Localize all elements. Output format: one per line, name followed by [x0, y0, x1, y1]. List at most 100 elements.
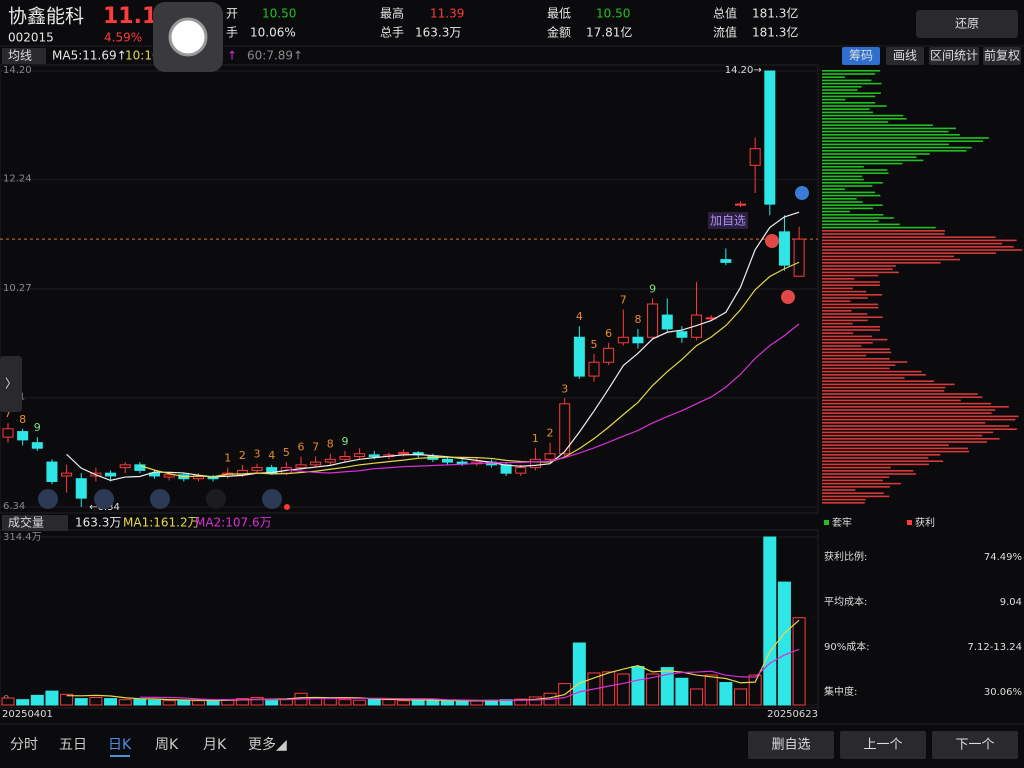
pan-right[interactable] — [206, 489, 226, 509]
bottom-button[interactable] — [840, 731, 926, 759]
watch-tag — [708, 212, 748, 229]
candle-body — [295, 464, 307, 469]
chip-bar — [822, 412, 992, 414]
candle-body — [310, 461, 322, 466]
buy-marker — [765, 234, 779, 248]
chip-bar — [822, 86, 862, 88]
chip-bar — [822, 316, 883, 318]
chip-bar — [822, 450, 970, 453]
chip-bar — [822, 191, 876, 194]
volume-panel — [0, 529, 819, 709]
reset-view[interactable] — [262, 489, 282, 509]
stat-label: 最高 — [380, 6, 404, 21]
zoom-in[interactable] — [94, 489, 114, 509]
chip-bar — [822, 457, 929, 459]
chip-bar — [822, 127, 956, 130]
candle-body — [442, 458, 453, 463]
chip-bar — [822, 495, 890, 498]
volume-ma2: MA2:107.6万 — [195, 516, 272, 530]
tab[interactable]: 更多◢ — [248, 736, 287, 753]
stat-label: 流值 — [713, 25, 737, 40]
volume-bar — [338, 699, 352, 706]
volume-current: 163.3万 — [75, 516, 121, 530]
volume-bar — [602, 671, 616, 706]
chip-bar — [822, 348, 890, 350]
legend-label: 获利 — [915, 517, 935, 529]
candle-body — [515, 467, 527, 474]
volume-bar — [45, 690, 59, 706]
toolbar-button[interactable] — [929, 47, 979, 65]
stat-label: 手 — [226, 26, 238, 40]
chip-bar — [822, 258, 961, 261]
high-label: 14.20→ — [725, 65, 762, 76]
chip-bar — [822, 492, 884, 494]
legend-swatch — [824, 520, 829, 525]
stat-label: 总值 — [713, 6, 737, 21]
chip-bar — [822, 287, 853, 290]
bottom-button[interactable] — [932, 731, 1018, 759]
volume-bar — [763, 536, 777, 706]
candle-body — [456, 461, 468, 465]
volume-bar — [748, 674, 762, 706]
volume-bar — [148, 699, 161, 706]
chip-bar — [822, 463, 929, 466]
candle-body — [559, 403, 571, 455]
bottom-button[interactable] — [748, 731, 834, 759]
chip-bar — [822, 361, 908, 363]
ma-menu[interactable] — [2, 48, 46, 64]
restore-button[interactable] — [916, 10, 1018, 38]
chip-bar — [822, 460, 944, 462]
chip-bar — [822, 182, 883, 184]
candle-body — [793, 238, 805, 277]
chip-bar — [822, 402, 992, 405]
toolbar-button[interactable] — [842, 47, 880, 65]
tab[interactable]: 日K — [108, 737, 132, 753]
sequence-label: 7 — [620, 294, 627, 307]
chip-bar — [822, 105, 887, 107]
tab[interactable]: 分时 — [10, 737, 38, 753]
chip-bar — [822, 319, 868, 322]
chip-bar — [822, 393, 978, 395]
sequence-label: 1 — [224, 452, 231, 465]
chip-bar — [822, 454, 941, 456]
volume-menu[interactable] — [2, 515, 68, 531]
candle-body — [46, 461, 58, 482]
candle-body — [61, 472, 73, 477]
stat-value: 10.50 — [262, 7, 296, 21]
chip-bar — [822, 146, 972, 149]
tab[interactable]: 周K — [155, 737, 179, 753]
stat-value: 10.06% — [250, 26, 296, 40]
volume-bar — [30, 694, 44, 706]
chip-bar — [822, 95, 876, 98]
chip-bar — [822, 396, 983, 398]
chip-bar — [822, 489, 856, 491]
volume-bar — [441, 700, 454, 706]
chip-bar — [822, 124, 933, 126]
candle-body — [764, 70, 776, 205]
volume-bar — [704, 674, 718, 706]
chip-bar — [822, 214, 884, 216]
zoom-out[interactable] — [38, 489, 58, 509]
chip-bar — [822, 79, 872, 82]
sequence-label: 9 — [34, 421, 41, 434]
chip-bar — [822, 300, 851, 302]
volume-ma1: MA1:161.2万 — [123, 516, 200, 530]
volume-bar — [690, 688, 704, 706]
toolbar-button-label: 区间统计 — [930, 49, 978, 63]
side-toggle[interactable] — [0, 356, 22, 412]
candle-body — [617, 336, 629, 344]
chip-bar — [822, 473, 916, 475]
toolbar-button[interactable] — [886, 47, 924, 65]
chip-bar — [822, 265, 896, 267]
volume-bar — [572, 642, 586, 706]
candle-body — [603, 347, 615, 363]
chip-bar — [822, 159, 924, 162]
pan-left[interactable] — [150, 489, 170, 509]
chip-bar — [822, 226, 936, 229]
tab[interactable]: 五日 — [59, 737, 87, 753]
toolbar-button[interactable] — [983, 47, 1021, 65]
chip-bar — [822, 185, 873, 187]
tab[interactable]: 月K — [203, 737, 227, 753]
sequence-label: 5 — [591, 338, 598, 351]
stat-label: 金额 — [547, 25, 571, 40]
